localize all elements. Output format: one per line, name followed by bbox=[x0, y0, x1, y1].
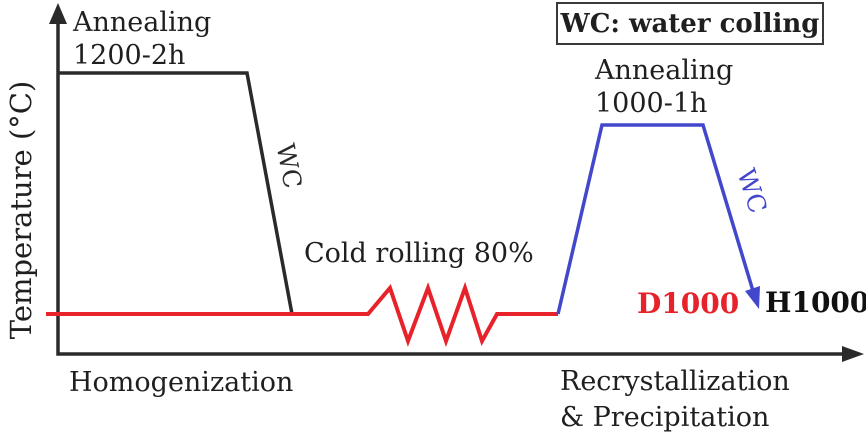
annealing-1000-label: Annealing 1000-1h bbox=[595, 54, 733, 120]
y-axis-arrow-icon bbox=[49, 3, 67, 24]
annealing-1200-line2: 1200-2h bbox=[73, 40, 186, 71]
recrystallization-stage-line2: & Precipitation bbox=[560, 402, 770, 433]
recrystallization-stage-line1: Recrystallization bbox=[560, 366, 790, 397]
y-axis-label: Temperature (°C) bbox=[4, 80, 38, 340]
annealing-1000-line1: Annealing bbox=[595, 55, 734, 86]
legend-box: WC: water colling bbox=[556, 2, 824, 45]
homogenization-stage-label: Homogenization bbox=[69, 367, 294, 398]
wc-quench-arrow-icon bbox=[745, 286, 760, 309]
annealing-1200-label: Annealing 1200-2h bbox=[73, 6, 211, 72]
annealing-1200-line bbox=[58, 71, 294, 315]
cold-rolling-label: Cold rolling 80% bbox=[304, 238, 534, 269]
sample-h1000-label: H1000 bbox=[765, 286, 866, 319]
annealing-1000-line2: 1000-1h bbox=[595, 88, 708, 119]
legend-text: WC: water colling bbox=[560, 8, 820, 39]
annealing-1200-line1: Annealing bbox=[73, 7, 212, 38]
baseline-cold-rolling-line bbox=[46, 281, 558, 348]
annealing-1000-line bbox=[556, 123, 755, 315]
axes-lines bbox=[56, 18, 846, 356]
recrystallization-stage-label: Recrystallization & Precipitation bbox=[560, 364, 790, 436]
sample-d1000-label: D1000 bbox=[637, 287, 740, 320]
x-axis-arrow-icon bbox=[842, 346, 864, 362]
